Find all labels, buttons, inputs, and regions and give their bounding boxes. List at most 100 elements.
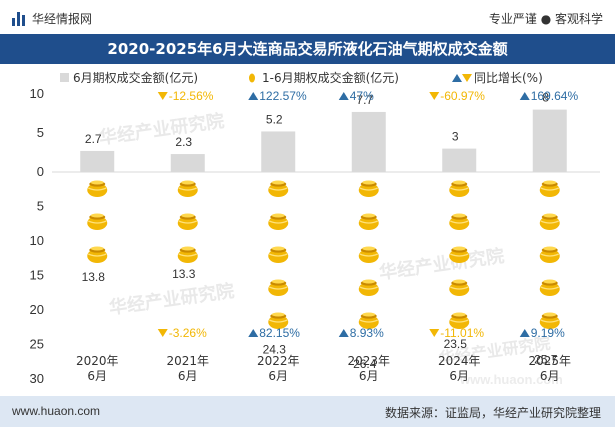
y-tick-label: 10 xyxy=(30,233,44,248)
x-tick-label: 2024年 6月 xyxy=(438,354,481,383)
legend-swatch-monthly xyxy=(60,73,69,82)
coin-pot-icon xyxy=(539,312,560,329)
y-tick-label: 30 xyxy=(30,371,44,386)
data-label-cumulative: 13.3 xyxy=(172,267,196,281)
coin-pot-icon xyxy=(539,213,560,230)
yoy-cumulative: 8.93% xyxy=(338,326,384,340)
legend-coin-icon xyxy=(249,73,255,83)
coin-pot-icon xyxy=(449,279,470,296)
legend-down-triangle-icon xyxy=(462,74,472,82)
yoy-label-monthly: 169.64% xyxy=(531,89,579,103)
data-label-cumulative: 24.3 xyxy=(263,343,287,357)
y-tick-label: 10 xyxy=(30,86,44,101)
bar-monthly xyxy=(80,150,115,172)
yoy-label-monthly: -60.97% xyxy=(440,89,485,103)
top-bar: 华经情报网 专业严谨 ● 客观科学 xyxy=(0,0,615,34)
yoy-label-monthly: 47% xyxy=(350,89,374,103)
yoy-monthly: 169.64% xyxy=(519,89,579,103)
y-tick-label: 5 xyxy=(37,199,44,214)
bar-monthly xyxy=(351,111,386,172)
up-triangle-icon xyxy=(519,92,530,100)
brand-logo[interactable]: 华经情报网 xyxy=(12,10,92,27)
coin-pot-icon xyxy=(449,213,470,230)
coin-pot-icon xyxy=(268,180,289,197)
up-triangle-icon xyxy=(248,92,259,100)
bar-monthly xyxy=(261,131,296,172)
data-label-monthly: 5.2 xyxy=(266,112,283,126)
bar-monthly xyxy=(170,154,205,172)
legend-up-triangle-icon xyxy=(452,74,462,82)
coin-pot-icon xyxy=(268,312,289,329)
coin-pot-icon xyxy=(539,180,560,197)
data-label-cumulative: 13.8 xyxy=(82,270,106,284)
up-triangle-icon xyxy=(248,329,259,337)
y-tick-label: 15 xyxy=(30,268,44,283)
yoy-monthly: -60.97% xyxy=(429,89,485,103)
up-triangle-icon xyxy=(338,92,349,100)
yoy-cumulative: 9.19% xyxy=(519,326,565,340)
data-label-monthly: 3 xyxy=(452,130,459,144)
coin-pot-icon xyxy=(358,213,379,230)
x-tick-label: 2025年 6月 xyxy=(528,354,571,383)
data-label-cumulative: 26.4 xyxy=(353,357,377,371)
watermark-url: www.huaon.com xyxy=(459,372,563,387)
x-tick-label: 2020年 6月 xyxy=(76,354,119,383)
x-tick-label: 2023年 6月 xyxy=(347,354,390,383)
coin-pot-icon xyxy=(449,180,470,197)
legend-label-cumulative: 1-6月期权成交金额(亿元) xyxy=(262,70,399,85)
coin-pot-icon xyxy=(177,246,198,263)
slogan: 专业严谨 ● 客观科学 xyxy=(488,12,603,26)
y-tick-label: 20 xyxy=(30,302,44,317)
bar-monthly xyxy=(532,109,567,172)
chart-title: 2020-2025年6月大连商品交易所液化石油气期权成交金额 xyxy=(0,34,615,64)
up-triangle-icon xyxy=(519,329,530,337)
coin-pot-icon xyxy=(87,180,108,197)
y-tick-label: 0 xyxy=(37,164,44,179)
coin-pot-icon xyxy=(268,213,289,230)
y-tick-label: 5 xyxy=(37,125,44,140)
website-link[interactable]: www.huaon.com xyxy=(12,404,101,418)
coin-pot-icon xyxy=(268,279,289,296)
coin-pot-icon xyxy=(358,312,379,329)
coin-pot-icon xyxy=(539,246,560,263)
yoy-cumulative: -11.01% xyxy=(429,326,484,340)
x-tick-label: 2022年 6月 xyxy=(257,354,300,383)
down-triangle-icon xyxy=(429,92,440,100)
footer-bar: www.huaon.com 数据来源：证监局，华经产业研究院整理 xyxy=(0,396,615,427)
yoy-label-monthly: -12.56% xyxy=(169,89,214,103)
bar-chart-icon xyxy=(12,11,26,26)
coin-pot-icon xyxy=(177,213,198,230)
data-source: 数据来源：证监局，华经产业研究院整理 xyxy=(384,406,601,420)
data-label-monthly: 2.3 xyxy=(175,135,192,149)
coin-pot-icon xyxy=(449,246,470,263)
yoy-label-cumulative: 8.93% xyxy=(350,326,384,340)
yoy-cumulative: -3.26% xyxy=(157,326,207,340)
y-tick-label: 25 xyxy=(30,337,44,352)
yoy-label-cumulative: 9.19% xyxy=(531,326,565,340)
coin-pot-icon xyxy=(449,312,470,329)
coin-pot-icon xyxy=(177,180,198,197)
yoy-monthly: 122.57% xyxy=(248,89,307,103)
chart-area: 华经产业研究院华经产业研究院华经产业研究院华经产业研究院www.huaon.co… xyxy=(30,70,600,387)
watermark-text: 华经产业研究院 xyxy=(378,245,506,284)
coin-pot-icon xyxy=(87,213,108,230)
yoy-label-cumulative: -11.01% xyxy=(440,326,484,340)
up-triangle-icon xyxy=(338,329,349,337)
brand-name: 华经情报网 xyxy=(32,12,93,26)
down-triangle-icon xyxy=(429,329,440,337)
watermark-text: 华经产业研究院 xyxy=(98,110,226,149)
yoy-cumulative: 82.15% xyxy=(248,326,300,340)
x-tick-label: 2021年 6月 xyxy=(166,354,209,383)
down-triangle-icon xyxy=(157,329,168,337)
down-triangle-icon xyxy=(157,92,168,100)
legend-label-monthly: 6月期权成交金额(亿元) xyxy=(73,70,198,85)
yoy-label-monthly: 122.57% xyxy=(259,89,307,103)
watermark-text: 华经产业研究院 xyxy=(108,280,236,319)
coin-pot-icon xyxy=(358,180,379,197)
bar-monthly xyxy=(442,148,477,172)
coin-pot-icon xyxy=(539,279,560,296)
data-label-monthly: 7.7 xyxy=(356,93,373,107)
coin-pot-icon xyxy=(268,246,289,263)
coin-pot-icon xyxy=(358,246,379,263)
coin-pot-icon xyxy=(87,246,108,263)
